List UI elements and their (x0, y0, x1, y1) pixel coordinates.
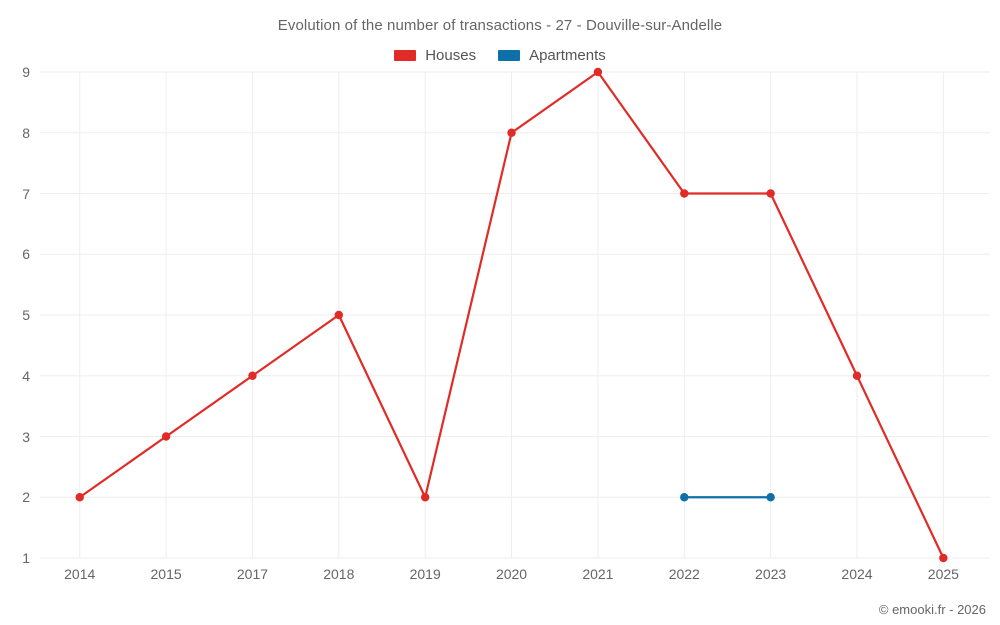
gridlines (40, 71, 990, 559)
y-tick-label: 9 (22, 64, 30, 80)
data-point[interactable] (161, 432, 171, 441)
data-point[interactable] (680, 493, 689, 502)
data-point[interactable] (766, 189, 775, 198)
x-tick-label: 2019 (409, 566, 441, 582)
y-tick-label: 4 (22, 367, 30, 384)
y-tick-label: 8 (22, 124, 30, 141)
data-point[interactable] (507, 128, 516, 137)
legend-item-apartments[interactable]: Apartments (498, 47, 606, 64)
y-tick-label: 5 (22, 307, 30, 323)
data-point[interactable] (248, 371, 257, 380)
x-tick-label: 2023 (755, 566, 787, 582)
y-tick-label: 2 (22, 489, 30, 506)
chart-legend: Houses Apartments (0, 44, 1000, 66)
x-tick-label: 2014 (64, 566, 96, 582)
y-tick-label: 1 (22, 550, 30, 566)
x-tick-label: 2020 (495, 566, 528, 582)
data-point[interactable] (593, 67, 603, 77)
chart-title: Evolution of the number of transactions … (277, 17, 723, 34)
series-apartments (680, 493, 775, 502)
y-tick-label: 3 (22, 428, 30, 445)
y-tick-label: 7 (22, 185, 30, 202)
data-point[interactable] (680, 189, 689, 198)
x-tick-label: 2025 (927, 566, 959, 582)
x-tick-label: 2015 (150, 566, 182, 582)
legend-swatch-houses (394, 49, 417, 61)
series-houses (75, 67, 948, 563)
legend-swatch-apartments (498, 49, 521, 61)
data-point[interactable] (766, 493, 775, 502)
x-tick-label: 2024 (841, 566, 873, 582)
data-point[interactable] (939, 553, 948, 563)
x-tick-label: 2018 (323, 566, 355, 582)
legend-item-houses[interactable]: Houses (394, 47, 476, 64)
y-tick-label: 6 (22, 246, 30, 263)
data-point[interactable] (420, 493, 430, 502)
x-tick-label: 2021 (582, 566, 614, 582)
data-point[interactable] (75, 493, 84, 502)
data-point[interactable] (852, 371, 862, 380)
legend-label-houses: Houses (425, 46, 477, 64)
legend-label-apartments: Apartments (529, 46, 606, 64)
x-tick-label: 2017 (236, 566, 269, 582)
x-tick-label: 2022 (668, 566, 700, 582)
data-point[interactable] (334, 310, 344, 320)
footer-credit: © emooki.fr - 2026 (878, 602, 986, 617)
